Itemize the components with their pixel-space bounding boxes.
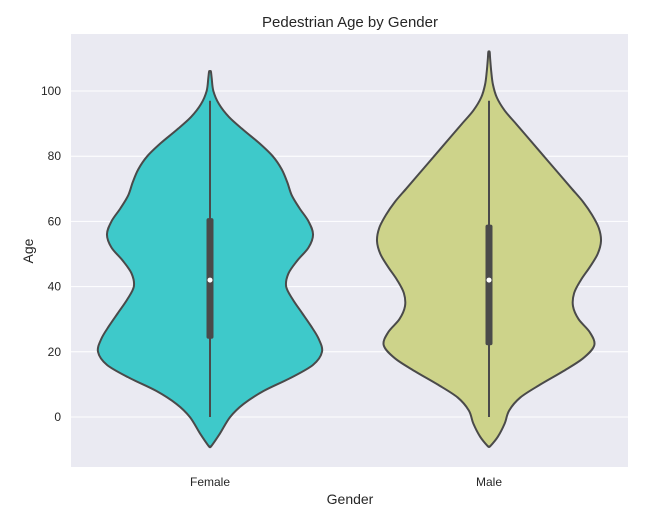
- x-tick-label: Female: [190, 475, 230, 489]
- chart-title: Pedestrian Age by Gender: [262, 14, 438, 31]
- y-tick-label: 60: [48, 214, 62, 228]
- y-axis-label: Age: [20, 238, 36, 263]
- y-tick-label: 0: [54, 410, 61, 424]
- y-tick-labels: 0 20 40 60 80 100: [41, 84, 61, 424]
- y-tick-label: 40: [48, 280, 62, 294]
- violin-median-marker: [207, 277, 213, 283]
- violin-iqr-box: [485, 224, 493, 346]
- x-tick-labels: Female Male: [190, 475, 502, 489]
- violin-female: [96, 69, 324, 449]
- violin-male: [375, 50, 603, 449]
- violin-median-marker: [486, 277, 492, 283]
- x-tick-label: Male: [476, 475, 502, 489]
- violins: [96, 50, 603, 449]
- y-tick-label: 20: [48, 345, 62, 359]
- y-tick-label: 100: [41, 84, 61, 98]
- x-axis-label: Gender: [327, 491, 374, 507]
- y-tick-label: 80: [48, 149, 62, 163]
